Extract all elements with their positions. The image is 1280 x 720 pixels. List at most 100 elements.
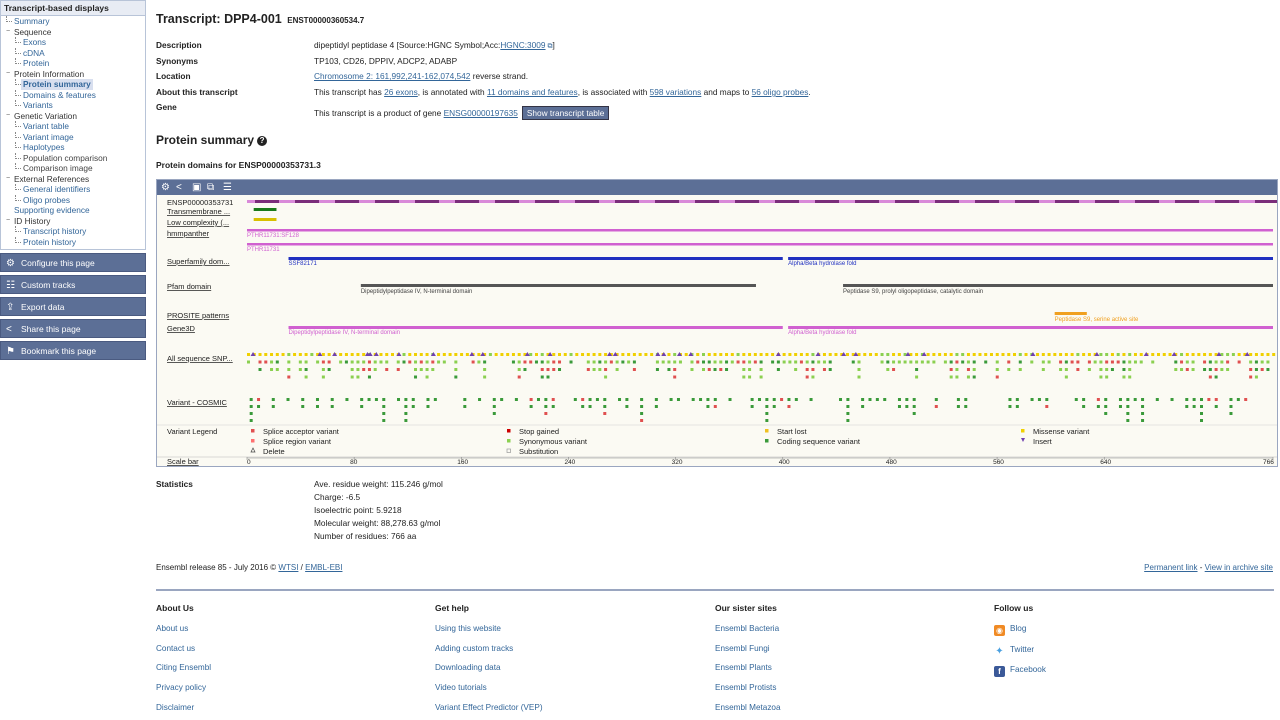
snp-variant-mark — [304, 360, 308, 364]
footer-link[interactable]: Using this website — [435, 624, 501, 633]
footer-link[interactable]: Variant Effect Predictor (VEP) — [435, 702, 543, 712]
snp-variant-mark — [943, 360, 947, 364]
snp-variant-mark — [730, 360, 734, 364]
snp-variant-mark — [857, 368, 861, 371]
snp-variant-mark — [454, 368, 458, 371]
exon-segment — [775, 200, 799, 203]
sidebar-item-summary[interactable]: Summary — [1, 16, 145, 27]
sidebar-item-haplotypes[interactable]: Haplotypes — [1, 142, 145, 153]
snp-variant-mark — [569, 360, 573, 364]
cosmic-variant-mark — [713, 398, 717, 401]
delete-variant-mark — [905, 352, 911, 356]
custom-tracks-button[interactable]: ☷ Custom tracks — [0, 275, 146, 294]
cosmic-variant-mark — [846, 412, 850, 415]
sidebar-item-sequence[interactable]: − Sequence — [1, 27, 145, 38]
sidebar-item-protein[interactable]: Protein — [1, 58, 145, 69]
sidebar-item-cdna[interactable]: cDNA — [1, 47, 145, 59]
tree-branch-icon — [15, 37, 21, 43]
collapse-icon[interactable]: − — [5, 174, 11, 182]
sidebar-item-transcript-history[interactable]: Transcript history — [1, 226, 145, 237]
snp-variant-mark — [834, 353, 838, 356]
footer-link[interactable]: Citing Ensembl — [156, 663, 212, 673]
sidebar-item-general-identifiers[interactable]: General identifiers — [1, 184, 145, 195]
sidebar-item-protein-summary[interactable]: Protein summary — [1, 79, 145, 90]
domains-link[interactable]: 11 domains and features — [486, 87, 578, 97]
sidebar-item-variants[interactable]: Variants — [1, 100, 145, 111]
gene-link[interactable]: ENSG00000197635 — [443, 108, 518, 118]
location-link[interactable]: Chromosome 2: 161,992,241-162,074,542 — [314, 71, 471, 81]
permanent-link[interactable]: Permanent link — [1144, 563, 1198, 572]
variations-link[interactable]: 598 variations — [649, 87, 702, 97]
sidebar-item-id-history[interactable]: − ID History — [1, 216, 145, 227]
snp-variant-mark — [425, 360, 429, 364]
help-icon[interactable]: ? — [257, 136, 268, 146]
snp-variant-mark — [546, 375, 550, 379]
footer-blog-link[interactable]: ◉ Blog — [994, 624, 1046, 644]
footer-link[interactable]: About us — [156, 624, 189, 633]
show-transcript-table-button[interactable]: Show transcript table — [521, 106, 610, 120]
sidebar-item-supporting-evidence[interactable]: Supporting evidence — [1, 205, 145, 216]
sidebar-item-population-comparison[interactable]: Population comparison — [1, 152, 145, 164]
snp-variant-mark — [1226, 360, 1230, 364]
footer-link[interactable]: Ensembl Bacteria — [715, 624, 780, 633]
sidebar-item-label: Variant table — [23, 121, 69, 131]
cosmic-variant-mark — [640, 405, 644, 408]
footer-link[interactable]: Ensembl Metazoa — [715, 702, 781, 712]
footer-twitter-link[interactable]: ✦ Twitter — [994, 645, 1046, 665]
snp-variant-mark — [350, 360, 354, 364]
footer-link[interactable]: Video tutorials — [435, 683, 487, 693]
sidebar-item-genetic-variation[interactable]: − Genetic Variation — [1, 111, 145, 122]
snp-variant-mark — [707, 353, 711, 356]
footer-link[interactable]: Downloading data — [435, 663, 501, 673]
bookmark-this-page-button[interactable]: ⚑ Bookmark this page — [0, 341, 146, 360]
footer-link[interactable]: Privacy policy — [156, 683, 207, 693]
cosmic-variant-mark — [772, 398, 776, 401]
configure-this-page-button[interactable]: ⚙ Configure this page — [0, 253, 146, 272]
footer-link[interactable]: Ensembl Protists — [715, 683, 777, 693]
sidebar-item-exons[interactable]: Exons — [1, 37, 145, 48]
sidebar-item-variant-table[interactable]: Variant table — [1, 121, 145, 132]
snp-variant-mark — [1254, 375, 1258, 379]
probes-link[interactable]: 56 oligo probes — [751, 87, 809, 97]
footer-link[interactable]: Contact us — [156, 643, 196, 653]
exons-link[interactable]: 26 exons — [384, 87, 418, 97]
sidebar-item-domains-features[interactable]: Domains & features — [1, 89, 145, 101]
footer-link[interactable]: Disclaimer — [156, 702, 195, 712]
sidebar-item-comparison-image[interactable]: Comparison image — [1, 163, 145, 174]
export-data-button[interactable]: ⇪ Export data — [0, 297, 146, 316]
embl-link[interactable]: EMBL-EBI — [305, 563, 343, 572]
sidebar-item-oligo-probes[interactable]: Oligo probes — [1, 194, 145, 206]
collapse-icon[interactable]: − — [5, 111, 11, 119]
snp-variant-mark — [892, 353, 896, 356]
sidebar-item-protein-history[interactable]: Protein history — [1, 236, 145, 248]
snp-variant-mark — [961, 353, 965, 356]
snp-variant-mark — [483, 375, 487, 379]
snp-variant-mark — [771, 353, 775, 356]
footer-facebook-link[interactable]: f Facebook — [994, 665, 1046, 685]
gear-icon[interactable]: ⚙ — [161, 182, 170, 193]
footer-help-title: Get help — [435, 603, 470, 613]
collapse-icon[interactable]: − — [5, 27, 11, 35]
snp-variant-mark — [730, 353, 734, 356]
collapse-icon[interactable]: − — [5, 69, 11, 77]
sidebar-item-external-references[interactable]: − External References — [1, 174, 145, 185]
footer-link[interactable]: Ensembl Plants — [715, 663, 772, 673]
image-export-icon[interactable]: ▣ — [192, 182, 202, 193]
hgnc-link[interactable]: HGNC:3009 — [500, 40, 546, 50]
resize-icon[interactable]: ⧉ — [207, 182, 215, 193]
reset-icon[interactable]: ☰ — [223, 182, 232, 193]
archive-link[interactable]: View in archive site — [1204, 563, 1273, 572]
sidebar-item-protein-information[interactable]: − Protein Information — [1, 69, 145, 80]
share-icon[interactable]: < — [176, 182, 182, 193]
snp-variant-mark — [828, 368, 832, 371]
collapse-icon[interactable]: − — [5, 216, 11, 224]
footer-link[interactable]: Adding custom tracks — [435, 643, 514, 653]
snp-variant-mark — [1041, 360, 1045, 364]
sidebar-item-variant-image[interactable]: Variant image — [1, 131, 145, 143]
footer-link[interactable]: Ensembl Fungi — [715, 643, 770, 653]
wtsi-link[interactable]: WTSI — [278, 563, 299, 572]
cosmic-variant-mark — [382, 412, 386, 415]
snp-variant-mark — [1260, 353, 1264, 356]
share-this-page-button[interactable]: < Share this page — [0, 319, 146, 338]
